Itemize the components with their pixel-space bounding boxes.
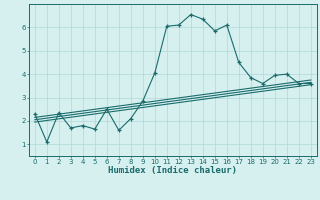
X-axis label: Humidex (Indice chaleur): Humidex (Indice chaleur) (108, 166, 237, 175)
